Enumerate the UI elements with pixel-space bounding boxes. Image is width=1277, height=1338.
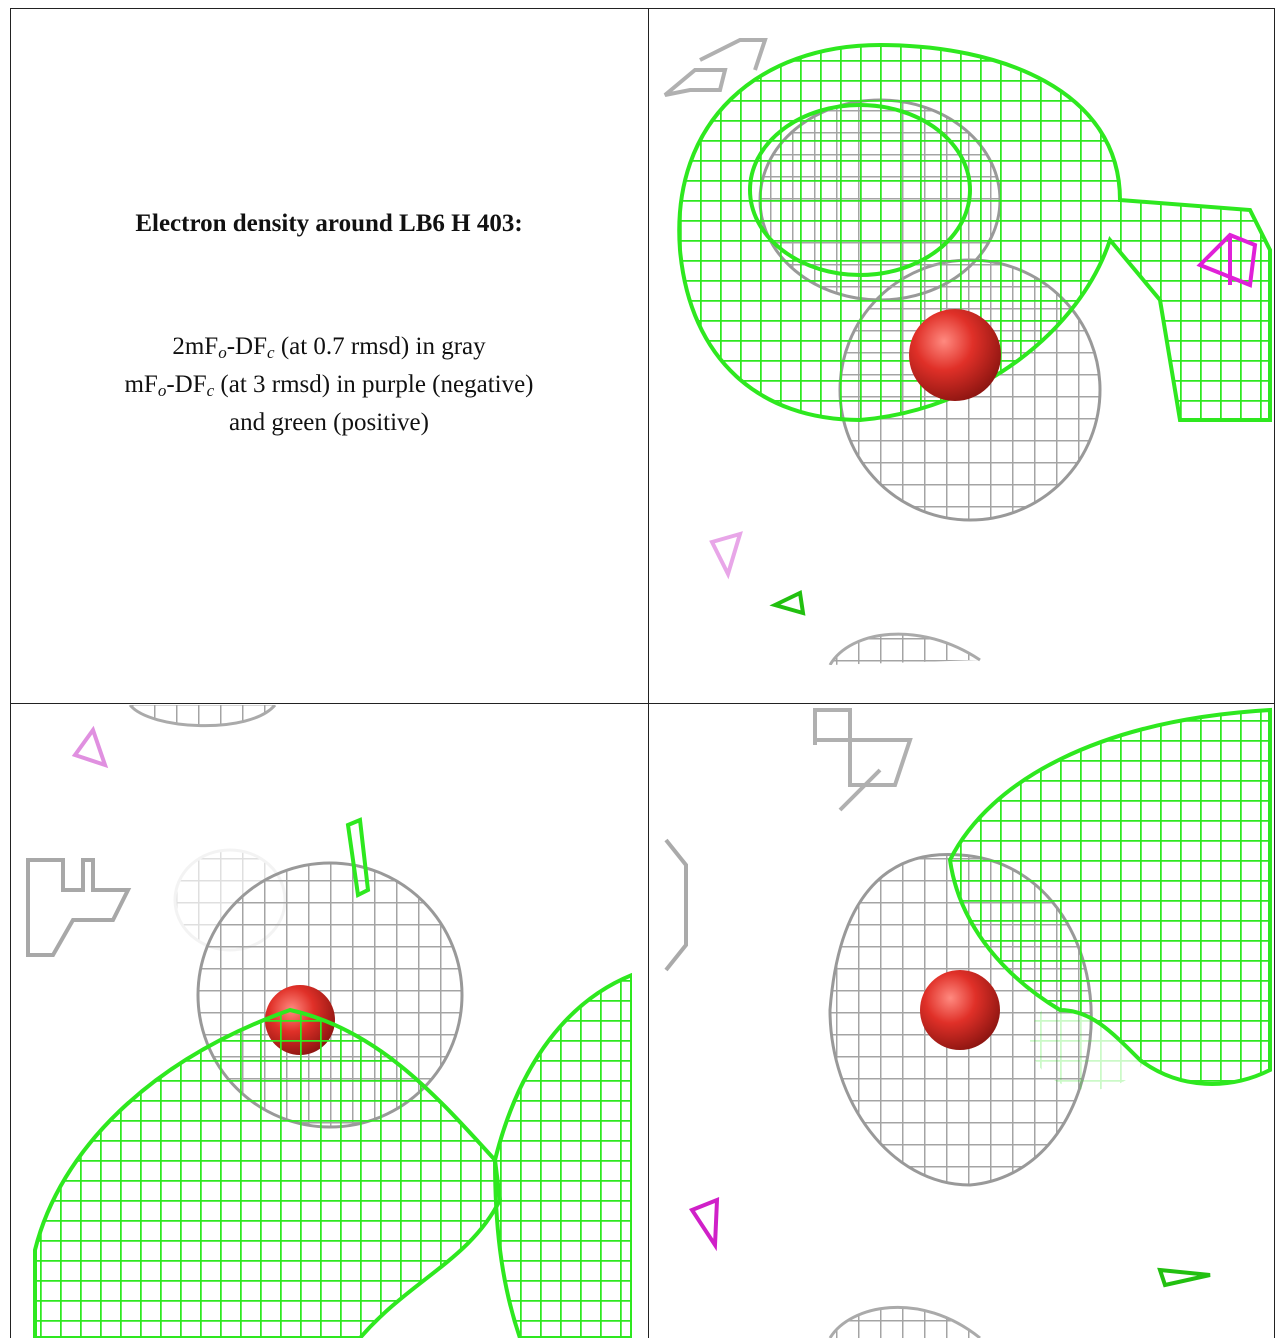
text: -DF: [226, 333, 268, 360]
density-view-2: [26, 705, 632, 1338]
density-view-1: [663, 38, 1272, 665]
text: mF: [124, 371, 158, 398]
subscript: o: [157, 381, 167, 400]
table-border: [10, 8, 1275, 1338]
text: -DF: [166, 371, 207, 398]
text: and green (positive): [229, 409, 429, 436]
subscript: c: [267, 343, 275, 362]
caption-line: mFo-DFc (at 3 rmsd) in purple (negative): [12, 366, 646, 404]
text: (at 3 rmsd) in purple (negative): [214, 371, 534, 398]
density-view-3: [664, 707, 1272, 1338]
text: (at 0.7 rmsd) in gray: [274, 333, 486, 360]
subscript: c: [206, 381, 215, 400]
subscript: o: [218, 343, 227, 362]
caption-line: 2mFo-DFc (at 0.7 rmsd) in gray: [12, 328, 646, 366]
caption-title: Electron density around LB6 H 403:: [135, 210, 523, 237]
text: 2mF: [172, 333, 219, 360]
caption-line: and green (positive): [12, 404, 646, 442]
caption-body: 2mFo-DFc (at 0.7 rmsd) in gray mFo-DFc (…: [12, 328, 646, 442]
